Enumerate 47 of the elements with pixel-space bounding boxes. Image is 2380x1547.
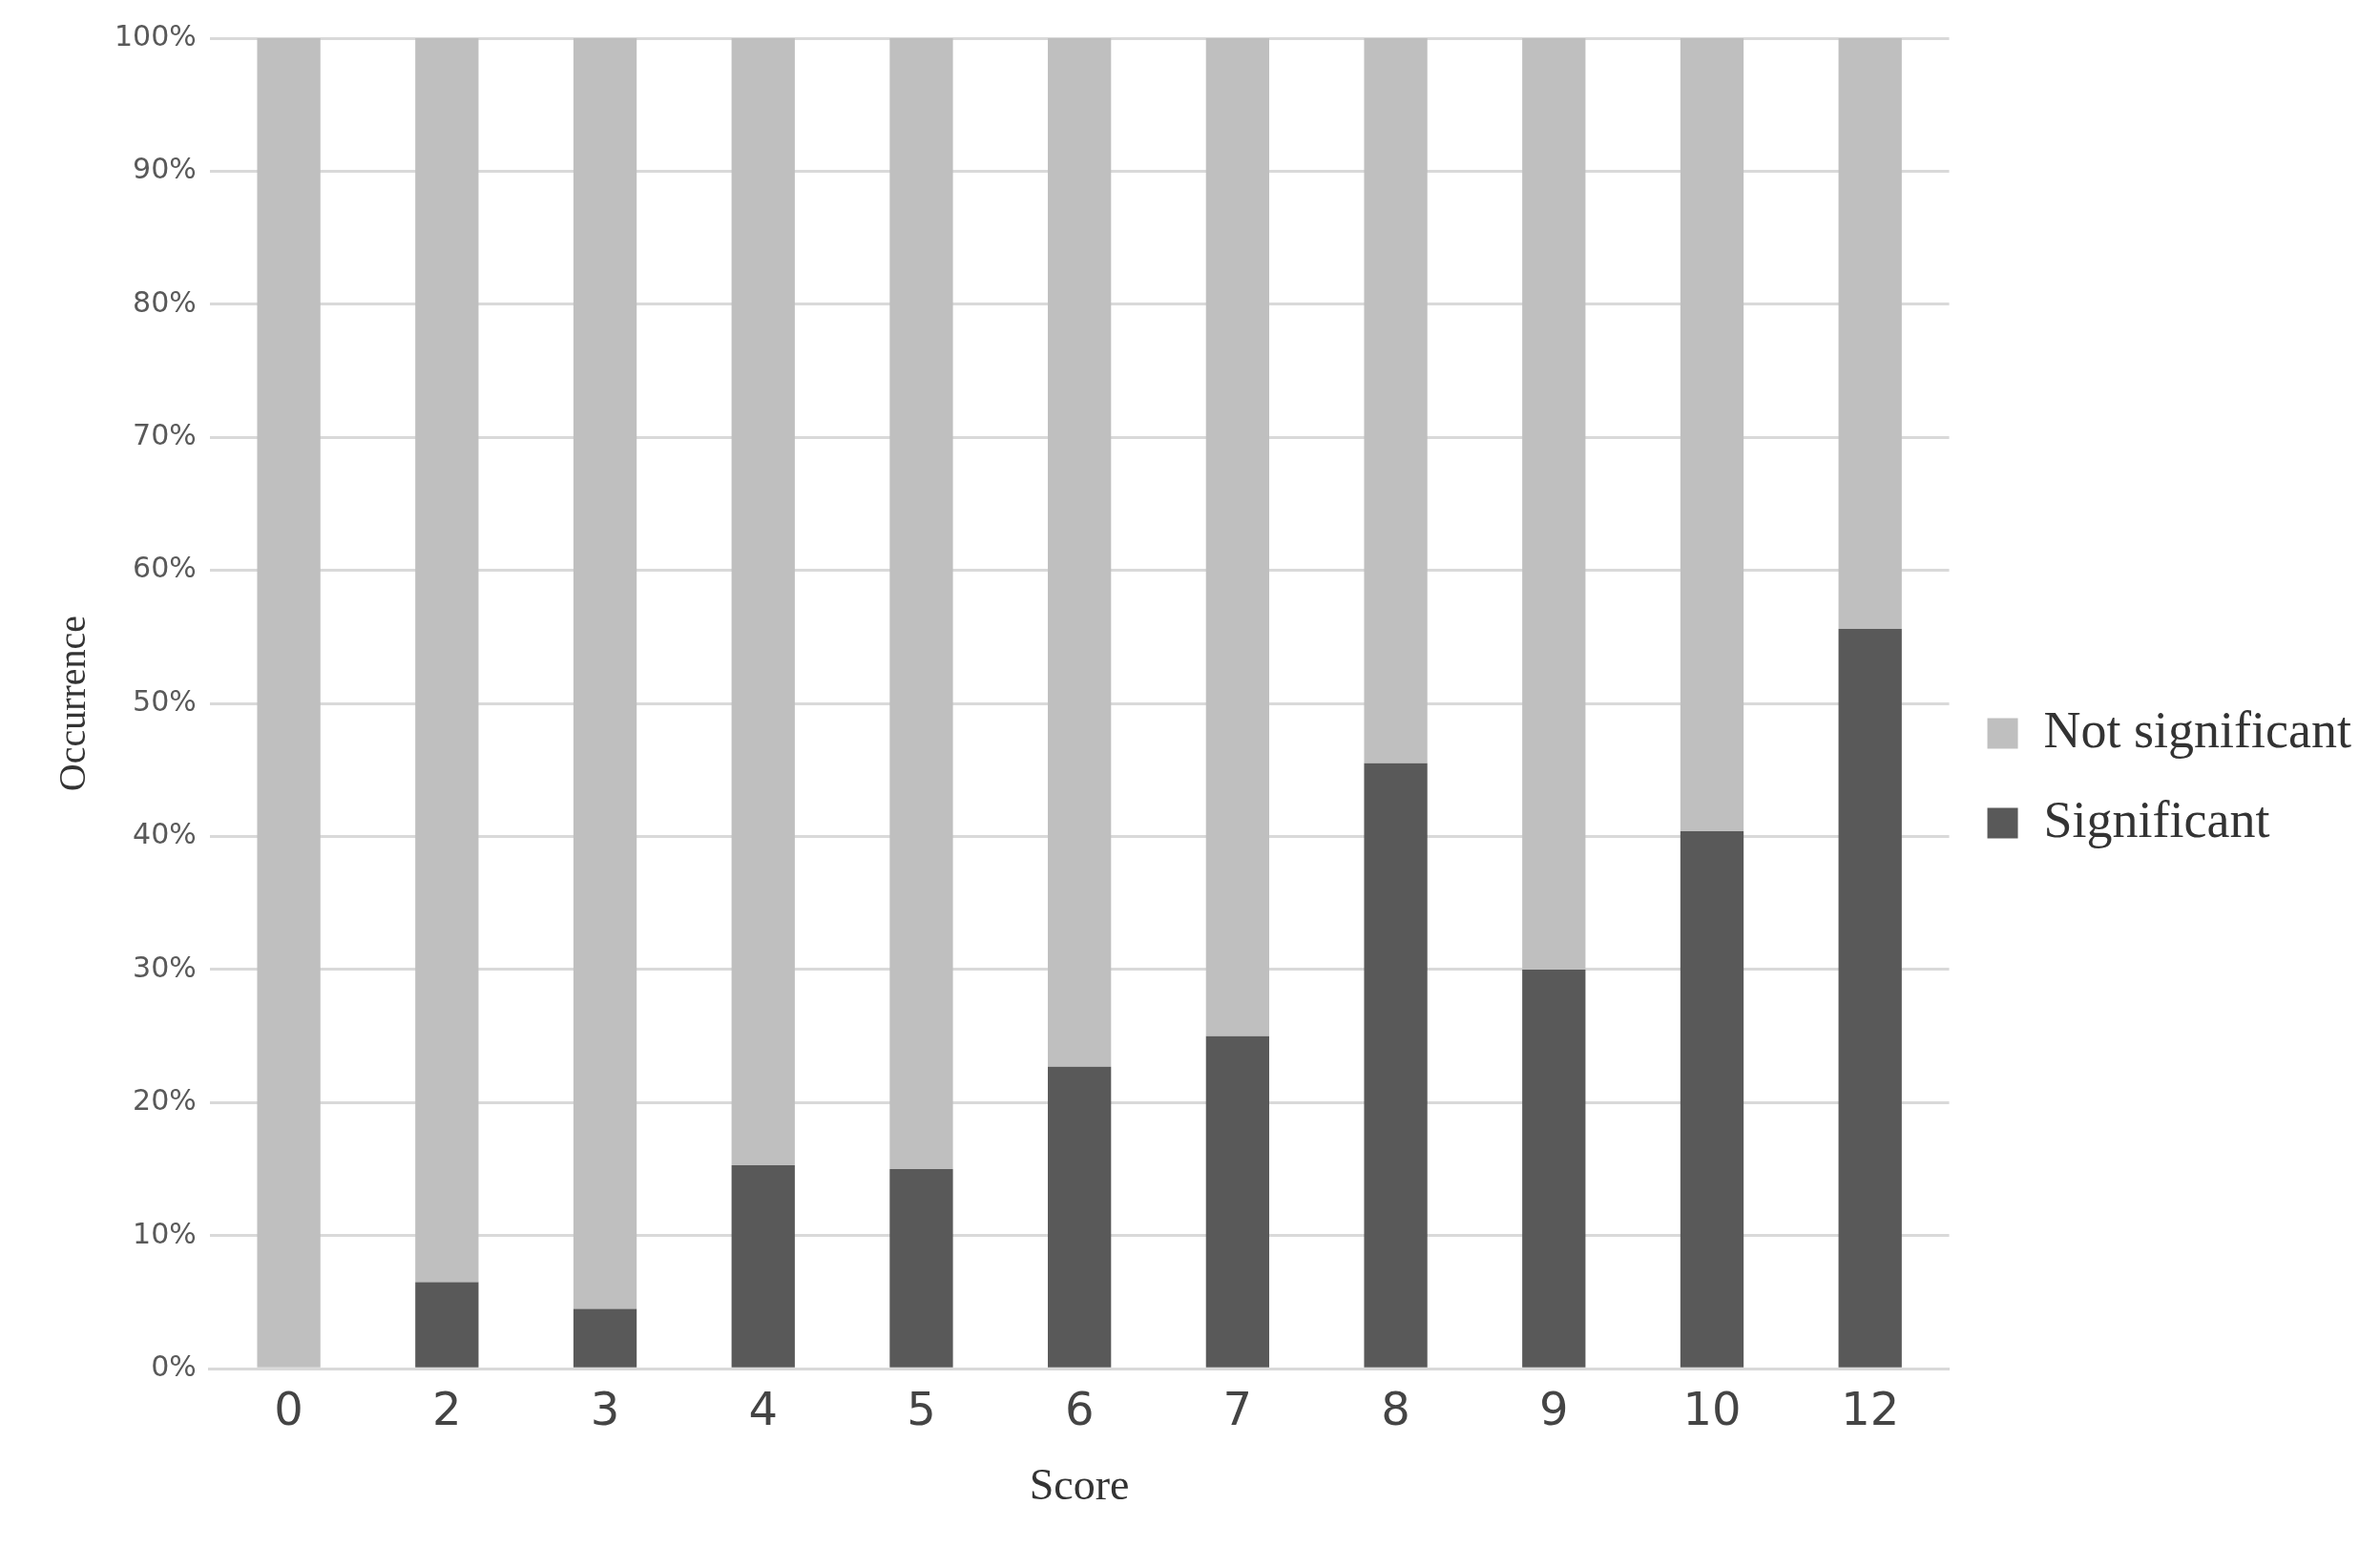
x-axis-title: Score	[1029, 1460, 1130, 1510]
x-tick-label: 5	[907, 1382, 936, 1436]
bar	[1364, 38, 1428, 763]
y-tick-label: 20%	[133, 1083, 197, 1118]
y-tick-label: 70%	[133, 418, 197, 452]
y-tick-label: 30%	[133, 950, 197, 984]
bar	[1364, 763, 1428, 1368]
y-tick-label: 40%	[133, 817, 197, 851]
bar	[1680, 830, 1744, 1368]
bar	[1522, 969, 1586, 1368]
y-tick-label: 10%	[133, 1216, 197, 1250]
y-tick-label: 50%	[133, 683, 197, 718]
bar	[889, 38, 953, 1170]
y-tick-label: 0%	[151, 1349, 197, 1383]
x-tick-label: 10	[1682, 1382, 1742, 1436]
bar	[1680, 38, 1744, 831]
x-tick-label: 9	[1539, 1382, 1569, 1436]
y-tick-label: 80%	[133, 284, 197, 319]
bar	[1838, 38, 1902, 630]
bar	[1205, 1035, 1270, 1368]
x-tick-label: 8	[1381, 1382, 1410, 1436]
x-tick-label: 6	[1064, 1382, 1095, 1436]
x-tick-label: 7	[1222, 1382, 1253, 1436]
x-tick-label: 3	[590, 1382, 620, 1436]
y-tick-label: 90%	[133, 152, 197, 186]
x-tick-label: 12	[1841, 1382, 1900, 1436]
bar	[1838, 629, 1902, 1368]
bar	[573, 38, 637, 1309]
bar	[573, 1308, 637, 1368]
bar	[1048, 1066, 1112, 1368]
y-tick-label: 60%	[133, 551, 197, 585]
legend-label: Not significant	[2043, 700, 2352, 759]
legend-label: Significant	[2043, 790, 2270, 848]
bar	[257, 38, 321, 1368]
bar	[415, 1282, 479, 1368]
y-tick-label: 100%	[114, 18, 197, 52]
bar	[1048, 38, 1112, 1067]
bar	[415, 38, 479, 1283]
bar	[731, 38, 795, 1165]
x-tick-label: 2	[432, 1382, 462, 1436]
bar	[889, 1169, 953, 1368]
bar	[731, 1164, 795, 1368]
x-tick-label: 0	[274, 1382, 303, 1436]
bar	[1205, 38, 1270, 1036]
y-axis-title: Occurrence	[50, 615, 94, 792]
bar	[1522, 38, 1586, 970]
x-tick-label: 4	[748, 1382, 779, 1436]
